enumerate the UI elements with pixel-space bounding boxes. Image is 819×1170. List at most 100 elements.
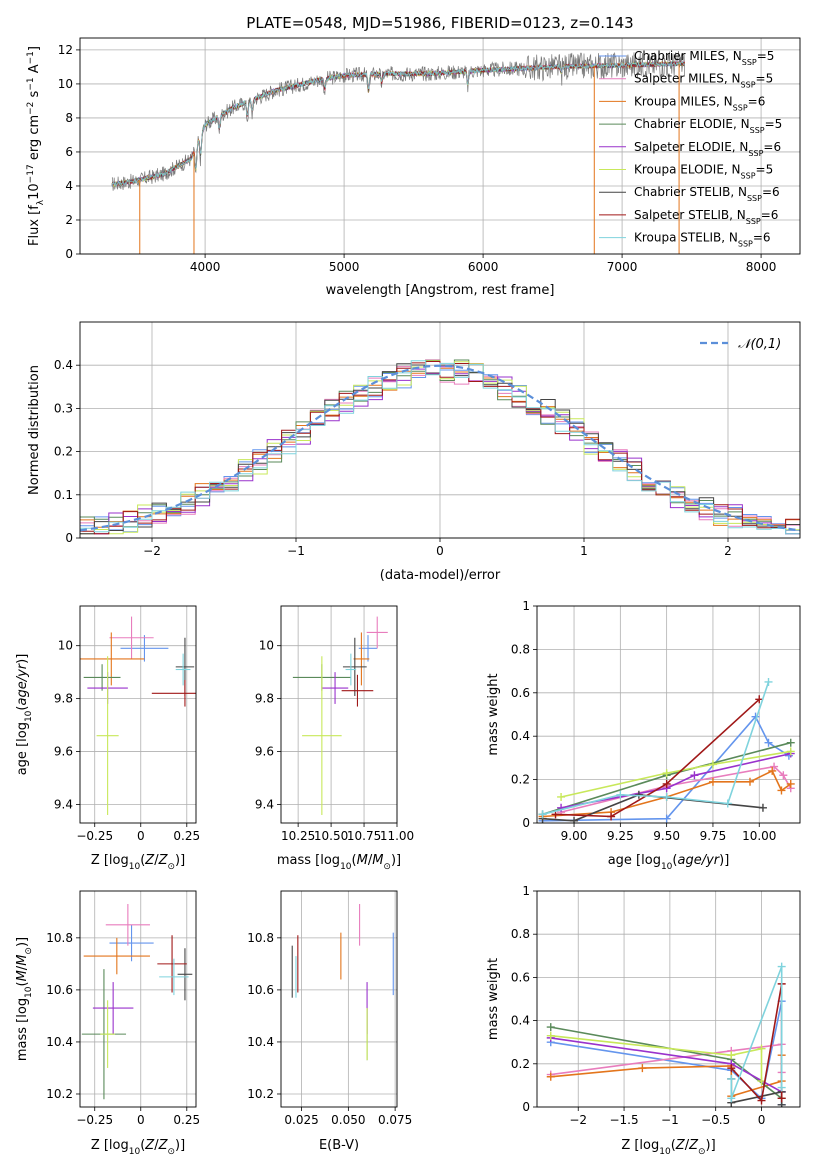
y-tick-label: 0.6 xyxy=(511,686,530,700)
x-tick-label: 10.25 xyxy=(281,829,315,843)
errorbar-kroupa-miles xyxy=(353,632,370,686)
axes-frame xyxy=(536,890,801,1108)
histogram-salpeter-stelib xyxy=(80,361,800,535)
series-point xyxy=(758,803,767,812)
y-tick-label: 10.8 xyxy=(46,931,73,945)
x-tick-label: 0.075 xyxy=(378,1113,412,1127)
series-kroupa-elodie xyxy=(557,747,795,801)
errorbar-salpeter-miles xyxy=(109,616,154,659)
errorbar-kroupa-elodie xyxy=(96,656,119,816)
x-tick-label: −0.25 xyxy=(76,829,113,843)
x-tick-label: 1 xyxy=(580,544,588,558)
y-tick-label: 0.1 xyxy=(54,488,73,502)
plot-area xyxy=(80,616,196,816)
x-tick-label: 9.50 xyxy=(653,829,680,843)
errorbar-salpeter-stelib xyxy=(341,674,374,707)
errorbar-salpeter-stelib xyxy=(157,935,187,993)
series-point xyxy=(546,1023,555,1032)
series-point xyxy=(690,771,699,780)
errorbar-chabrier-stelib xyxy=(177,948,193,1001)
series-point xyxy=(777,1083,786,1092)
series-point xyxy=(662,814,671,823)
x-tick-label: 9.00 xyxy=(561,829,588,843)
y-tick-label: 10.4 xyxy=(46,1035,73,1049)
y-tick-label: 1 xyxy=(522,884,530,898)
series-point xyxy=(764,677,773,686)
y-tick-label: 10.6 xyxy=(247,983,274,997)
series-point xyxy=(727,1094,736,1103)
x-tick-label: 10.50 xyxy=(314,829,348,843)
series-point xyxy=(570,816,579,823)
plot-area xyxy=(291,904,394,1061)
y-axis-label: mass weight xyxy=(486,673,501,755)
y-tick-label: 0.8 xyxy=(511,927,530,941)
y-tick-label: 10.2 xyxy=(247,1087,274,1101)
y-tick-label: 0 xyxy=(65,247,73,261)
panel-massweight-vs-z: −2 −1.5 −1 −0.5 0 0 0.2 0.4 0.6 0.8 1 Z [log10(Z/Z⊙… xyxy=(486,884,801,1157)
y-tick-label: 0 xyxy=(522,1100,530,1114)
x-tick-label: 9.75 xyxy=(700,829,727,843)
y-tick-label: 0.8 xyxy=(511,642,530,656)
panel-mass-vs-ebv: 0.025 0.050 0.075 10.2 10.4 10.6 10.8 E(B-V) xyxy=(247,890,412,1153)
x-axis-label: (data-model)/error xyxy=(380,568,501,583)
legend-label-chabrier-miles: Chabrier MILES, NSSP=5 xyxy=(634,49,774,67)
panel-residuals: −2 −1 0 1 2 0 0.1 0.2 0.3 0.4 𝒩(0,1) (data-model)/e… xyxy=(27,321,801,583)
panel-age-vs-z: −0.25 0 0.25 9.4 9.6 9.8 10 Z [log10(Z/Z⊙)] age … xyxy=(15,605,200,872)
figure-title: PLATE=0548, MJD=51986, FIBERID=0123, z=0… xyxy=(246,14,633,32)
errorbar-chabrier-miles xyxy=(120,635,169,662)
histogram-kroupa-stelib xyxy=(80,360,800,535)
x-tick-label: 10.75 xyxy=(347,829,381,843)
series-point xyxy=(786,779,795,788)
series-point xyxy=(662,779,671,788)
axes-frame xyxy=(280,605,398,824)
legend-label-chabrier-elodie: Chabrier ELODIE, NSSP=5 xyxy=(634,117,782,135)
grid-lines xyxy=(80,606,196,823)
x-tick-label: 0 xyxy=(137,1113,145,1127)
series-line xyxy=(730,966,783,1099)
series-point xyxy=(779,771,788,780)
errorbar-chabrier-elodie xyxy=(83,664,121,691)
x-axis-label: mass [log10(M/M⊙)] xyxy=(277,853,401,872)
grid-lines xyxy=(281,891,397,1107)
plot-area xyxy=(80,359,800,535)
y-tick-label: 0.6 xyxy=(511,970,530,984)
series-line xyxy=(560,750,791,798)
series-point xyxy=(557,792,566,801)
series-line xyxy=(560,752,791,809)
y-tick-label: 1 xyxy=(522,599,530,613)
y-tick-label: 9.8 xyxy=(54,692,73,706)
series-line xyxy=(555,698,760,818)
x-tick-label: −2 xyxy=(143,544,161,558)
y-axis-label: mass weight xyxy=(486,958,501,1040)
x-axis-label: wavelength [Angstrom, rest frame] xyxy=(326,283,555,298)
axes: −2 −1 0 1 2 0 0.1 0.2 0.3 0.4 𝒩(0,1) (data-model)/e… xyxy=(27,321,801,583)
x-tick-label: 7000 xyxy=(607,260,638,274)
x-tick-label: −2 xyxy=(569,1113,587,1127)
legend-label-salpeter-miles: Salpeter MILES, NSSP=5 xyxy=(634,72,773,90)
panel-massweight-vs-age: 9.00 9.25 9.50 9.75 10.00 0 0.2 0.4 0.6 0.8 1 age [… xyxy=(486,599,801,872)
errorbar-kroupa-elodie xyxy=(100,1000,115,1068)
series-point xyxy=(708,777,717,786)
x-tick-label: 0 xyxy=(758,1113,766,1127)
y-tick-label: 0.4 xyxy=(511,1014,530,1028)
errorbar-salpeter-miles xyxy=(366,616,388,649)
axes-frame xyxy=(79,605,197,824)
series-point xyxy=(727,1064,736,1073)
legend-label-salpeter-elodie: Salpeter ELODIE, NSSP=6 xyxy=(634,140,781,158)
grid-lines xyxy=(80,891,196,1107)
axes: −0.25 0 0.25 9.4 9.6 9.8 10 Z [log10(Z/Z⊙)] age … xyxy=(15,605,200,872)
x-tick-label: 0.025 xyxy=(284,1113,318,1127)
series-point xyxy=(777,786,786,795)
series-point xyxy=(777,1094,786,1103)
series-point xyxy=(662,792,671,801)
errorbar-chabrier-stelib xyxy=(342,637,367,696)
series-point xyxy=(727,1051,736,1060)
y-tick-label: 0.2 xyxy=(511,1057,530,1071)
y-tick-label: 6 xyxy=(65,145,73,159)
x-tick-label: 0.25 xyxy=(173,1113,200,1127)
y-tick-label: 4 xyxy=(65,179,73,193)
series-salpeter-stelib xyxy=(551,695,764,821)
x-tick-label: 11.00 xyxy=(380,829,414,843)
